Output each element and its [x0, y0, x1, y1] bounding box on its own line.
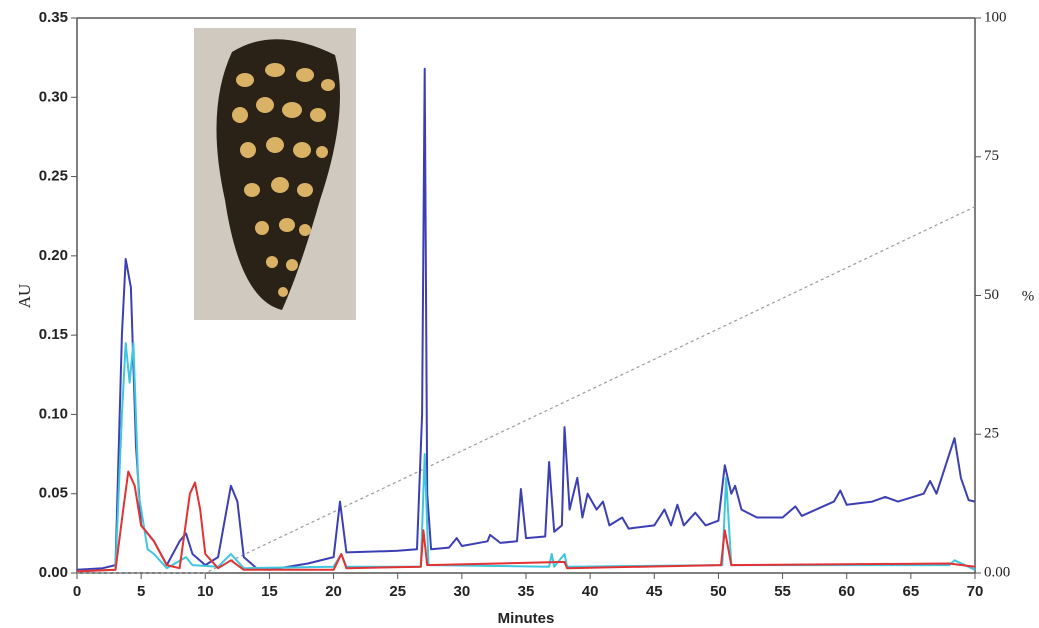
x-tick-label: 65 — [903, 583, 920, 600]
y-tick-label: 0.00 — [39, 564, 68, 581]
y-tick-label: 0.10 — [39, 405, 68, 422]
x-tick-label: 5 — [137, 583, 145, 600]
x-tick-label: 40 — [582, 583, 599, 600]
y2-axis-label: % — [1022, 288, 1035, 304]
trace-line — [76, 67, 976, 571]
gradient-line — [77, 206, 976, 574]
y-tick-label: 0.15 — [39, 326, 68, 343]
y-tick-label: 0.25 — [39, 168, 68, 185]
x-tick-label: 45 — [646, 583, 663, 600]
y-tick-label: 0.30 — [39, 88, 68, 105]
x-tick-label: 10 — [197, 583, 214, 600]
x-tick-label: 30 — [454, 583, 471, 600]
x-tick-label: 70 — [967, 583, 984, 600]
x-tick-label: 50 — [710, 583, 727, 600]
y2-tick-label: 0.00 — [984, 564, 1010, 580]
x-tick-label: 0 — [73, 583, 81, 600]
x-tick-label: 25 — [389, 583, 406, 600]
y-axis-label: AU — [15, 284, 34, 309]
x-axis-label: Minutes — [498, 610, 555, 627]
y2-tick-label: 25 — [984, 426, 999, 442]
y2-tick-label: 75 — [984, 148, 999, 164]
y-tick-label: 0.05 — [39, 485, 68, 502]
y-tick-label: 0.20 — [39, 247, 68, 264]
x-tick-label: 20 — [325, 583, 342, 600]
y2-tick-label: 50 — [984, 287, 999, 303]
x-tick-label: 55 — [774, 583, 791, 600]
trace-line — [76, 470, 976, 573]
x-tick-label: 15 — [261, 583, 278, 600]
specimen-photo — [194, 28, 356, 320]
y-tick-label: 0.35 — [39, 9, 68, 26]
x-tick-label: 60 — [838, 583, 855, 600]
y2-tick-label: 100 — [984, 9, 1007, 25]
x-tick-label: 35 — [518, 583, 535, 600]
